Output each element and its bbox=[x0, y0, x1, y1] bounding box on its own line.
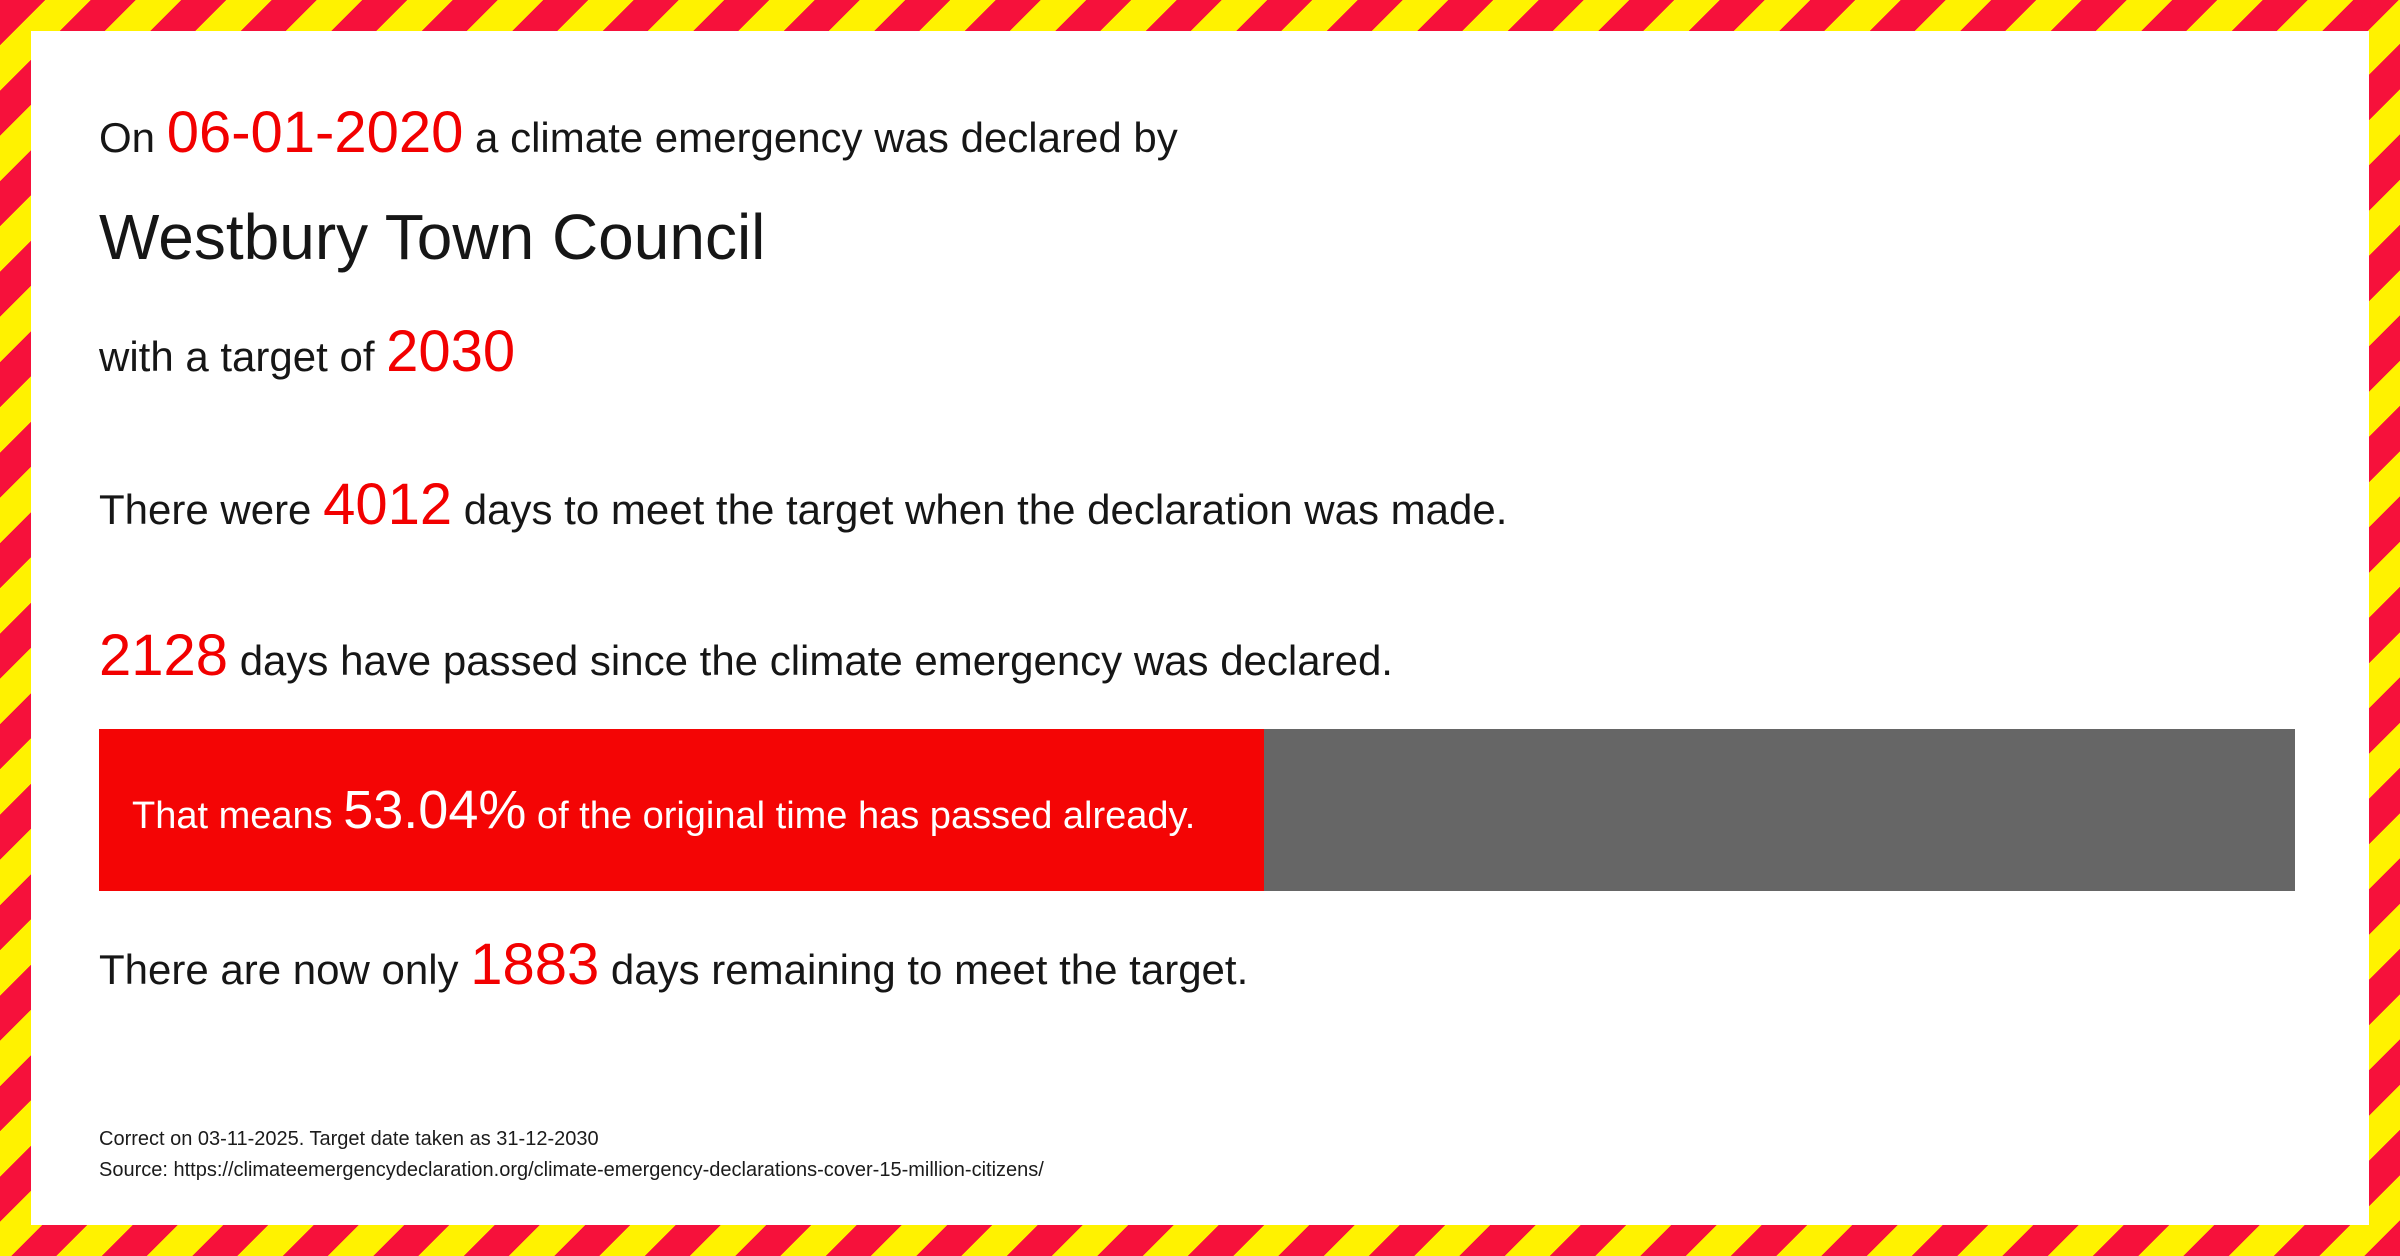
days-remaining-line: There are now only 1883 days remaining t… bbox=[99, 927, 2295, 1008]
progress-suffix: of the original time has passed already. bbox=[526, 795, 1196, 837]
days-total-value: 4012 bbox=[323, 472, 453, 537]
council-name: Westbury Town Council bbox=[99, 201, 766, 273]
days-total-suffix: days to meet the target when the declara… bbox=[452, 486, 1508, 533]
days-total-prefix: There were bbox=[99, 486, 324, 533]
progress-fill bbox=[99, 729, 1264, 891]
footer-source-line: Source: https://climateemergencydeclarat… bbox=[99, 1159, 1044, 1181]
days-total-line: There were 4012 days to meet the target … bbox=[99, 467, 2295, 548]
days-remaining-prefix: There are now only bbox=[99, 946, 471, 993]
footer: Correct on 03-11-2025. Target date taken… bbox=[99, 1124, 2295, 1186]
days-passed-line: 2128 days have passed since the climate … bbox=[99, 618, 2295, 699]
target-line: with a target of 2030 bbox=[99, 314, 2295, 395]
declaration-suffix: a climate emergency was declared by bbox=[463, 114, 1178, 161]
progress-label: That means 53.04% of the original time h… bbox=[132, 779, 1195, 841]
declaration-date: 06-01-2020 bbox=[166, 100, 464, 165]
target-year: 2030 bbox=[386, 319, 516, 384]
footer-correct-line: Correct on 03-11-2025. Target date taken… bbox=[99, 1128, 599, 1150]
progress-prefix: That means bbox=[132, 795, 344, 837]
progress-bar: That means 53.04% of the original time h… bbox=[99, 729, 2295, 891]
progress-percent: 53.04% bbox=[343, 780, 527, 840]
days-passed-suffix: days have passed since the climate emerg… bbox=[228, 637, 1393, 684]
declaration-panel: On 06-01-2020 a climate emergency was de… bbox=[31, 31, 2369, 1225]
days-remaining-value: 1883 bbox=[470, 932, 600, 997]
days-remaining-suffix: days remaining to meet the target. bbox=[599, 946, 1249, 993]
declaration-prefix: On bbox=[99, 114, 167, 161]
days-passed-value: 2128 bbox=[99, 623, 229, 688]
target-prefix: with a target of bbox=[99, 333, 387, 380]
declaration-line: On 06-01-2020 a climate emergency was de… bbox=[99, 95, 2295, 176]
